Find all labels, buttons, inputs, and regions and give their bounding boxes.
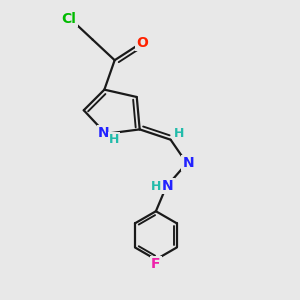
Text: F: F <box>151 257 160 271</box>
Text: O: O <box>136 35 148 50</box>
Text: N: N <box>182 156 194 170</box>
Text: N: N <box>98 126 109 140</box>
Text: N: N <box>162 179 173 193</box>
Text: H: H <box>109 133 119 146</box>
Text: H: H <box>174 127 184 140</box>
Text: Cl: Cl <box>61 12 76 26</box>
Text: H: H <box>151 180 161 193</box>
